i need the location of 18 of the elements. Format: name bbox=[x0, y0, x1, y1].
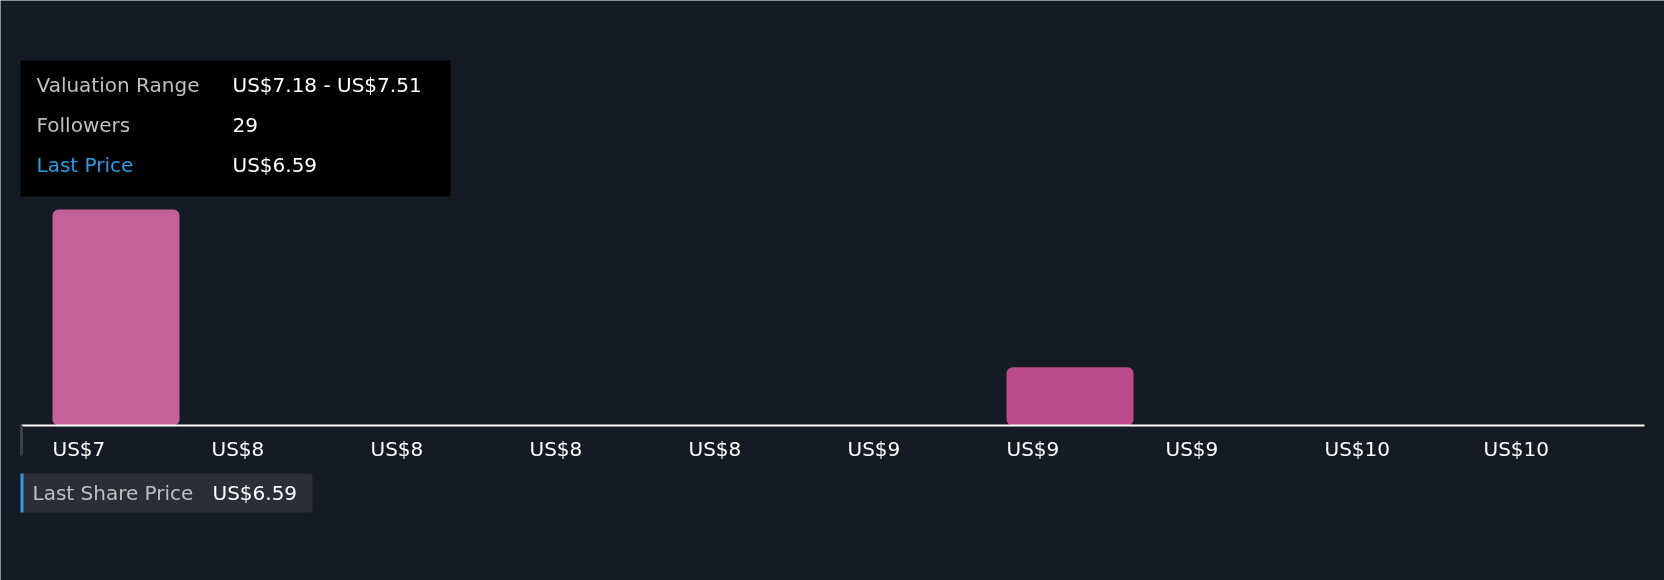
x-tick-label: US$9 bbox=[847, 436, 901, 461]
text: US$6.59 bbox=[232, 152, 318, 177]
x-tick-label: US$8 bbox=[529, 436, 583, 461]
x-tick-label: US$10 bbox=[1324, 436, 1391, 461]
x-tick-label: US$10 bbox=[1483, 436, 1550, 461]
text: Followers bbox=[36, 112, 131, 137]
x-tick-label: US$9 bbox=[1006, 436, 1060, 461]
x-tick-label: US$7 bbox=[52, 436, 106, 461]
x-tick-label: US$8 bbox=[211, 436, 265, 461]
text: Valuation Range bbox=[36, 72, 200, 97]
text: Last Share Price bbox=[32, 480, 194, 505]
text: Last Price bbox=[36, 152, 134, 177]
x-tick-label: US$8 bbox=[688, 436, 742, 461]
text: US$7.18 - US$7.51 bbox=[232, 72, 422, 97]
x-tick-label: US$9 bbox=[1165, 436, 1219, 461]
x-tick-label: US$8 bbox=[370, 436, 424, 461]
text: 29 bbox=[232, 112, 258, 137]
text: US$6.59 bbox=[212, 480, 298, 505]
